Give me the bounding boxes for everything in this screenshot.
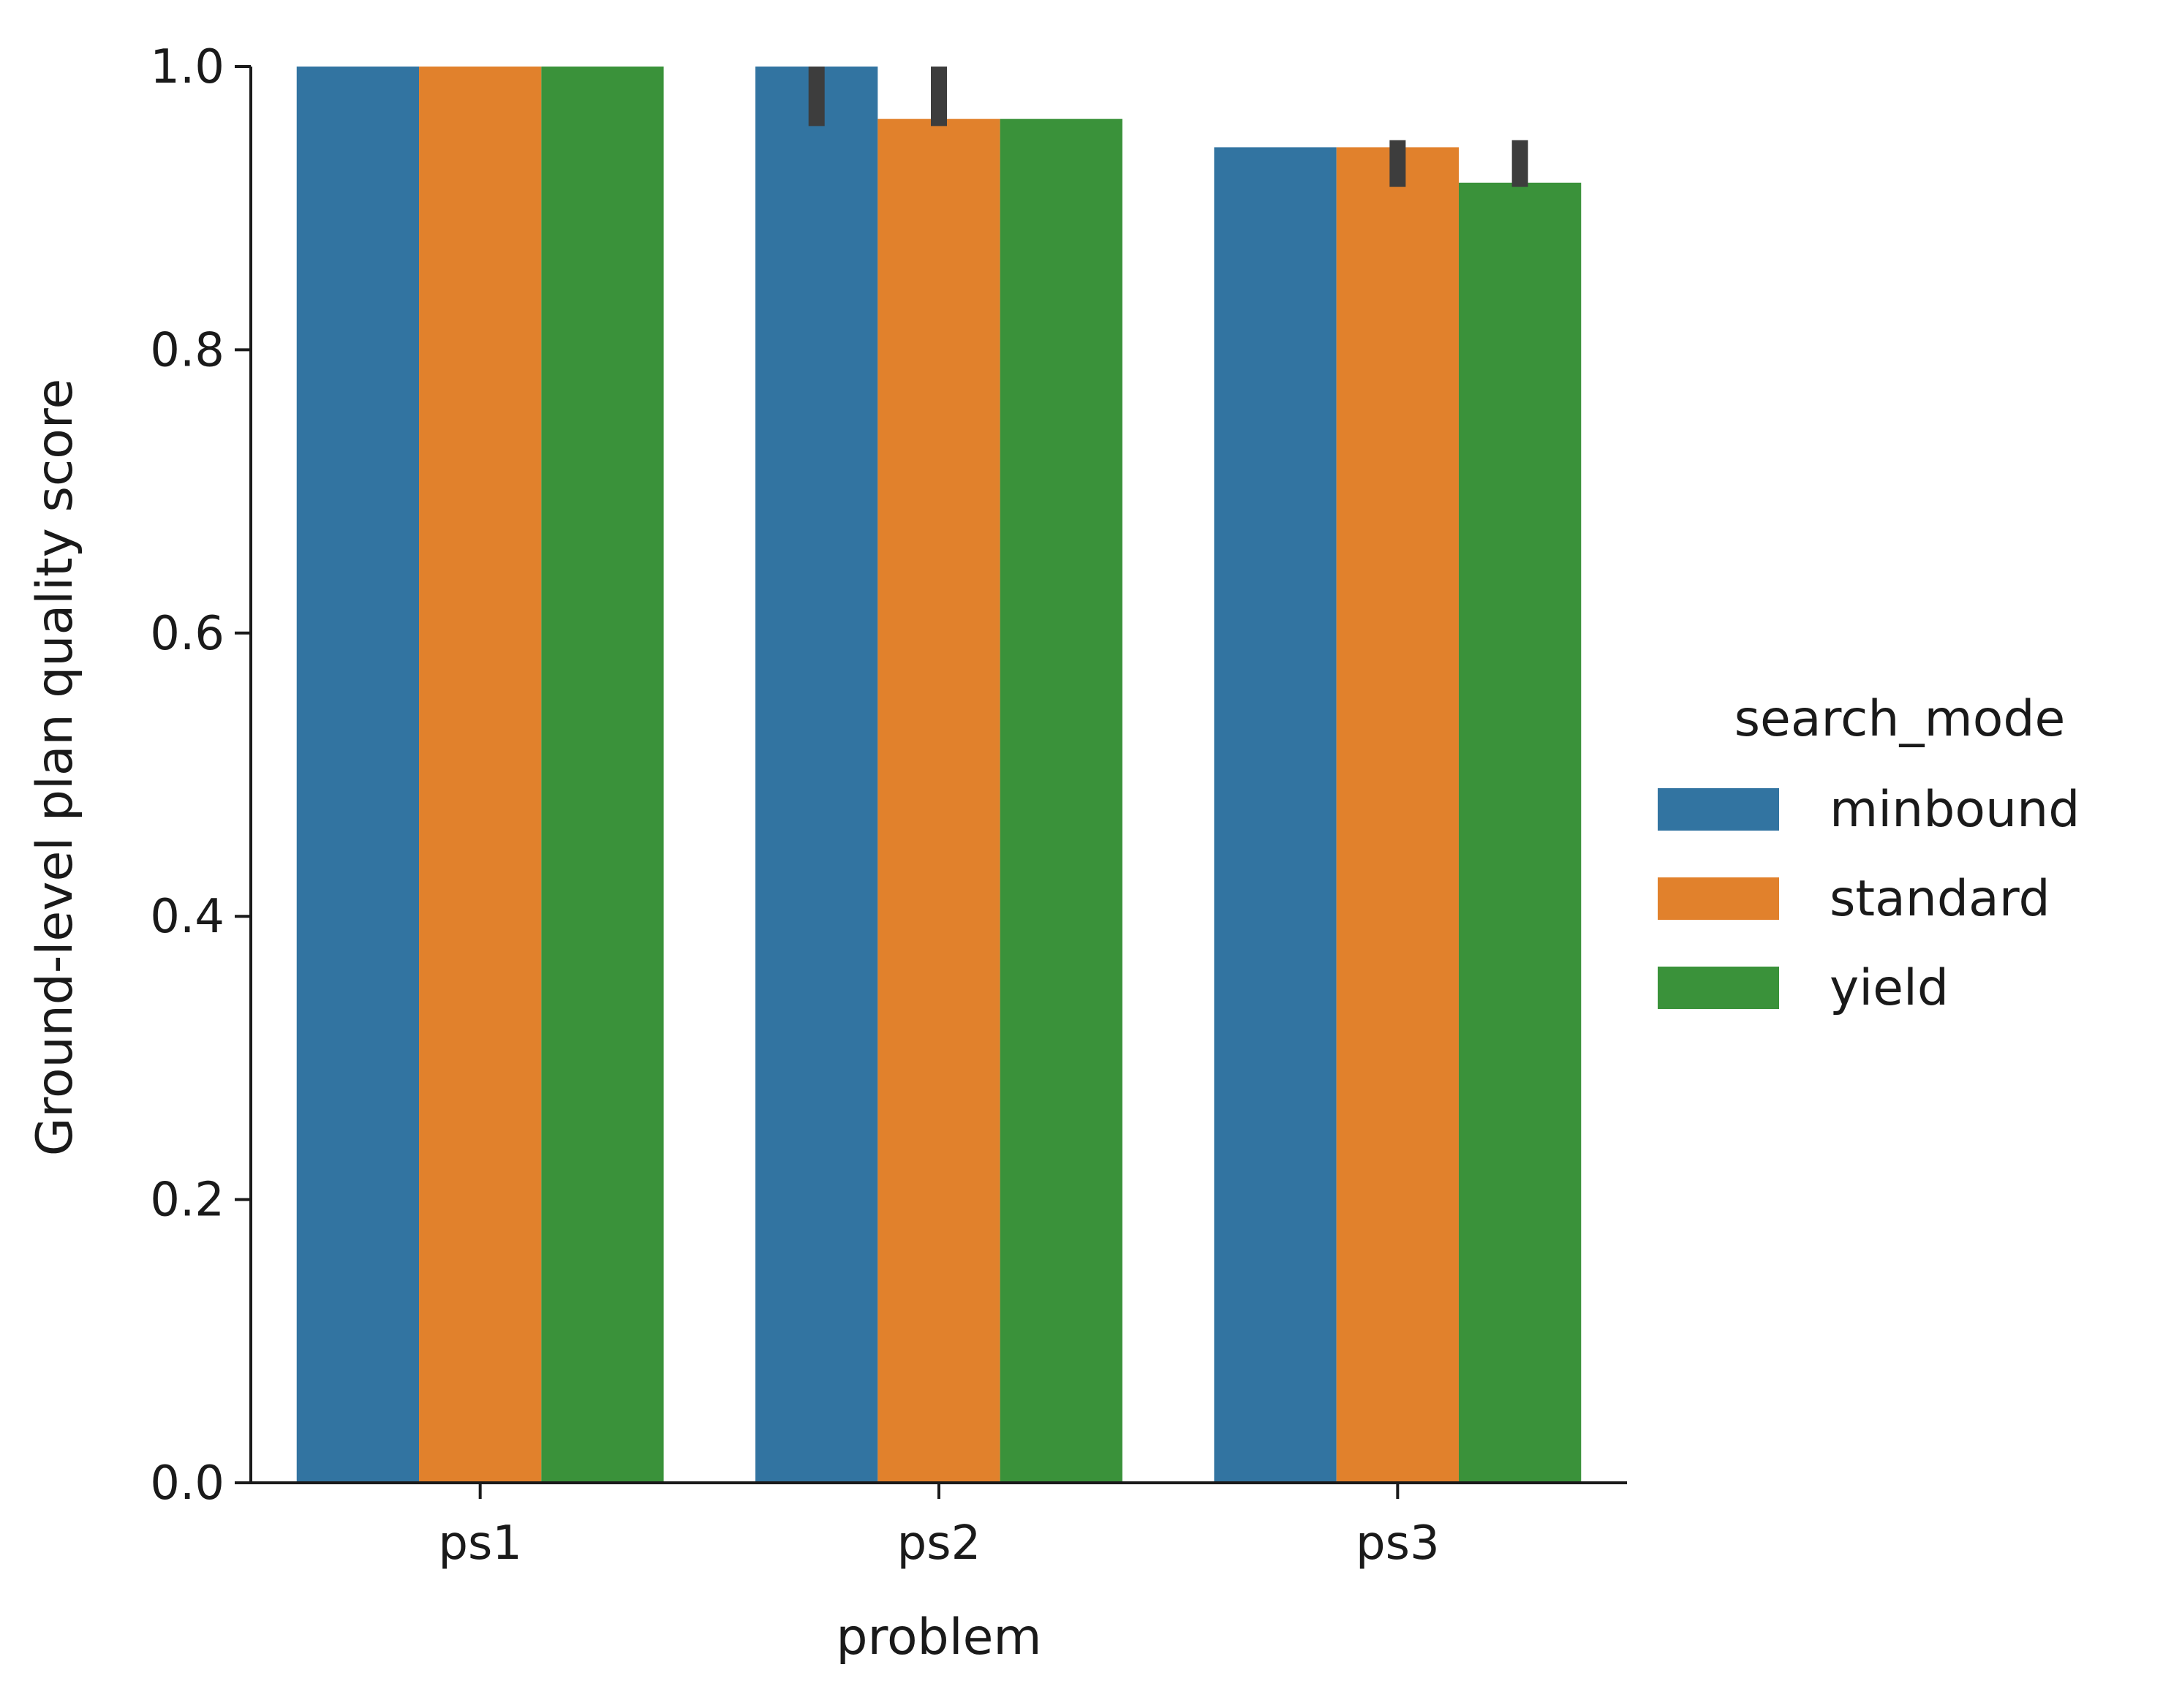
legend: search_mode minbound standard yield	[1658, 690, 2080, 1017]
x-tick-label: ps2	[897, 1516, 981, 1571]
x-tick-label: ps1	[438, 1516, 522, 1571]
legend-swatch-standard	[1658, 877, 1779, 920]
legend-label-standard: standard	[1830, 870, 2050, 928]
legend-title: search_mode	[1734, 690, 2066, 748]
y-tick-label: 0.2	[150, 1174, 224, 1228]
bar-yield-ps2	[1000, 118, 1122, 1484]
x-axis-title: problem	[836, 1609, 1041, 1666]
bars-group	[296, 67, 1582, 1484]
bar-yield-ps3	[1458, 182, 1582, 1484]
y-tick-label: 0.6	[150, 607, 224, 661]
y-tick-label: 1.0	[150, 40, 224, 94]
y-tick-label: 0.0	[150, 1456, 224, 1511]
bar-minbound-ps1	[296, 67, 420, 1483]
y-axis-title: Ground-level plan quality score	[26, 379, 84, 1156]
y-tick-label: 0.4	[150, 890, 224, 944]
legend-label-minbound: minbound	[1830, 781, 2080, 839]
legend-label-yield: yield	[1830, 959, 1949, 1017]
ticks-group: 0.0 0.2 0.4 0.6 0.8 1.0 ps1 ps2 ps3	[150, 40, 1439, 1571]
error-bars-group	[808, 67, 1528, 187]
legend-swatch-yield	[1658, 967, 1779, 1009]
y-tick-label: 0.8	[150, 323, 224, 377]
bar-standard-ps2	[877, 118, 1000, 1484]
bar-minbound-ps2	[755, 67, 878, 1483]
bar-standard-ps3	[1336, 147, 1459, 1484]
legend-swatch-minbound	[1658, 788, 1779, 831]
bar-yield-ps1	[541, 67, 664, 1483]
bar-minbound-ps3	[1214, 147, 1337, 1484]
bar-standard-ps1	[419, 67, 542, 1483]
x-tick-label: ps3	[1356, 1516, 1440, 1571]
